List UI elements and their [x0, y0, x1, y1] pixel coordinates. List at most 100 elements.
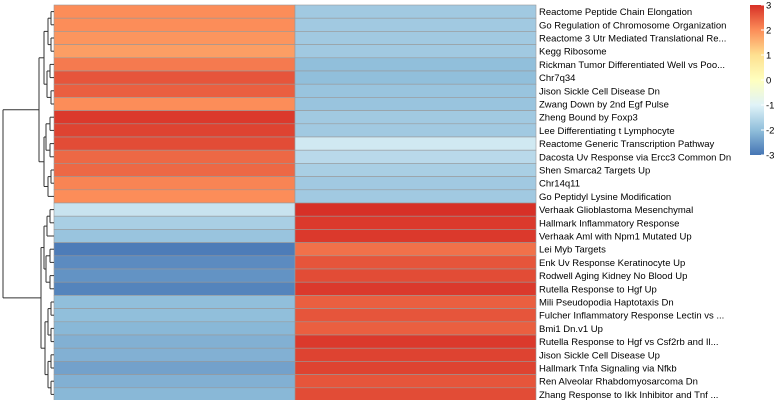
heatmap-cell [294, 97, 537, 111]
heatmap-cell [53, 31, 296, 45]
row-label: Zheng Bound by Foxp3 [539, 113, 638, 124]
row-label: Go Regulation of Chromosome Organization [539, 20, 726, 31]
heatmap-cell [53, 268, 296, 283]
heatmap-cell [294, 189, 537, 204]
heatmap-cell [53, 176, 296, 191]
row-label: Reactome 3 Utr Mediated Translational Re… [539, 34, 726, 45]
row-label: Hallmark Inflammatory Response [539, 218, 679, 229]
heatmap-cell [53, 321, 296, 336]
heatmap-cell [294, 136, 537, 151]
row-label: Zwang Down by 2nd Egf Pulse [539, 100, 669, 111]
heatmap-cell [53, 202, 296, 217]
heatmap-cell [53, 189, 296, 204]
row-label: Verhaak Aml with Npm1 Mutated Up [539, 232, 692, 243]
heatmap-cell [53, 242, 296, 257]
heatmap-cell [53, 149, 296, 164]
heatmap-cell [53, 215, 296, 230]
row-label: Jison Sickle Cell Disease Up [539, 350, 660, 361]
heatmap-cell [53, 295, 296, 309]
heatmap-cell [294, 215, 537, 230]
heatmap-cell [53, 361, 296, 375]
heatmap-cell [294, 229, 537, 243]
heatmap-cell [53, 334, 296, 349]
row-label: Rutella Response to Hgf Up [539, 284, 657, 295]
heatmap-cell [294, 268, 537, 283]
heatmap-cell [294, 202, 537, 217]
legend-tick-label: 3 [766, 1, 771, 12]
row-label: Rutella Response to Hgf vs Csf2rb and Il… [539, 337, 719, 348]
row-label: Zhang Response to Ikk Inhibitor and Tnf … [539, 390, 718, 400]
heatmap-cell [294, 334, 537, 349]
legend-tick-label: 2 [766, 26, 771, 37]
row-label: Mili Pseudopodia Haptotaxis Dn [539, 298, 674, 309]
heatmap-cell [294, 163, 537, 177]
heatmap-cell [53, 387, 296, 402]
heatmap-cell [294, 176, 537, 191]
heatmap-cell [53, 229, 296, 243]
heatmap-cell [53, 163, 296, 177]
row-label: Verhaak Glioblastoma Mesenchymal [539, 205, 693, 216]
row-label: Reactome Peptide Chain Elongation [539, 7, 692, 18]
heatmap-cell [53, 110, 296, 125]
legend-tick-label: -1 [766, 101, 774, 112]
heatmap-cell [294, 347, 537, 362]
heatmap-cell [294, 17, 537, 32]
heatmap-cell [53, 347, 296, 362]
row-label: Go Peptidyl Lysine Modification [539, 192, 671, 203]
heatmap-cell [294, 4, 537, 19]
heatmap-cell [53, 4, 296, 19]
heatmap-cell [294, 242, 537, 257]
heatmap-cell [294, 110, 537, 125]
heatmap-cell [294, 70, 537, 85]
heatmap-cell [294, 361, 537, 375]
row-label: Rodwell Aging Kidney No Blood Up [539, 271, 687, 282]
heatmap-cell [294, 255, 537, 270]
legend-tick-label: 1 [766, 51, 771, 62]
heatmap-cell [294, 374, 537, 389]
row-label: Reactome Generic Transcription Pathway [539, 139, 715, 150]
heatmap-cell [53, 44, 296, 59]
heatmap-cell [294, 321, 537, 336]
row-label: Fulcher Inflammatory Response Lectin vs … [539, 311, 724, 322]
heatmap-cell [53, 70, 296, 85]
heatmap-cell [294, 281, 537, 296]
row-label: Lei Myb Targets [539, 245, 606, 256]
heatmap-cell [294, 31, 537, 45]
heatmap-cell [53, 83, 296, 98]
heatmap-cell [294, 295, 537, 309]
row-label: Chr14q11 [539, 179, 580, 190]
row-label: Lee Differentiating t Lymphocyte [539, 126, 675, 137]
row-label: Jison Sickle Cell Disease Dn [539, 86, 660, 97]
heatmap-cell [294, 44, 537, 59]
heatmap-cell [53, 136, 296, 151]
heatmap-cell [53, 281, 296, 296]
row-label: Kegg Ribosome [539, 47, 607, 58]
row-label: Hallmark Tnfa Signaling via Nfkb [539, 364, 677, 375]
heatmap-cell [53, 123, 296, 138]
row-label: Dacosta Uv Response via Ercc3 Common Dn [539, 152, 731, 163]
row-label: Enk Uv Response Keratinocyte Up [539, 258, 685, 269]
heatmap-cell [294, 308, 537, 323]
legend-color-bar [750, 5, 764, 155]
heatmap-cell [53, 308, 296, 323]
row-label: Ren Alveolar Rhabdomyosarcoma Dn [539, 377, 698, 388]
heatmap-cell [294, 123, 537, 138]
row-label: Chr7q34 [539, 73, 575, 84]
legend-tick-label: -3 [766, 151, 774, 162]
legend-tick-label: -2 [766, 126, 774, 137]
heatmap-cell [53, 17, 296, 32]
heatmap-cell [53, 255, 296, 270]
heatmap-cell [53, 97, 296, 111]
row-label: Bmi1 Dn.v1 Up [539, 324, 603, 335]
heatmap-cell [294, 83, 537, 98]
heatmap-cell [294, 57, 537, 72]
legend-tick-label: 0 [766, 76, 771, 87]
heatmap-cell [53, 57, 296, 72]
heatmap-cell [294, 149, 537, 164]
heatmap-cell [294, 387, 537, 402]
heatmap-cell [53, 374, 296, 389]
row-label: Rickman Tumor Differentiated Well vs Poo… [539, 60, 725, 71]
row-label: Shen Smarca2 Targets Up [539, 166, 650, 177]
